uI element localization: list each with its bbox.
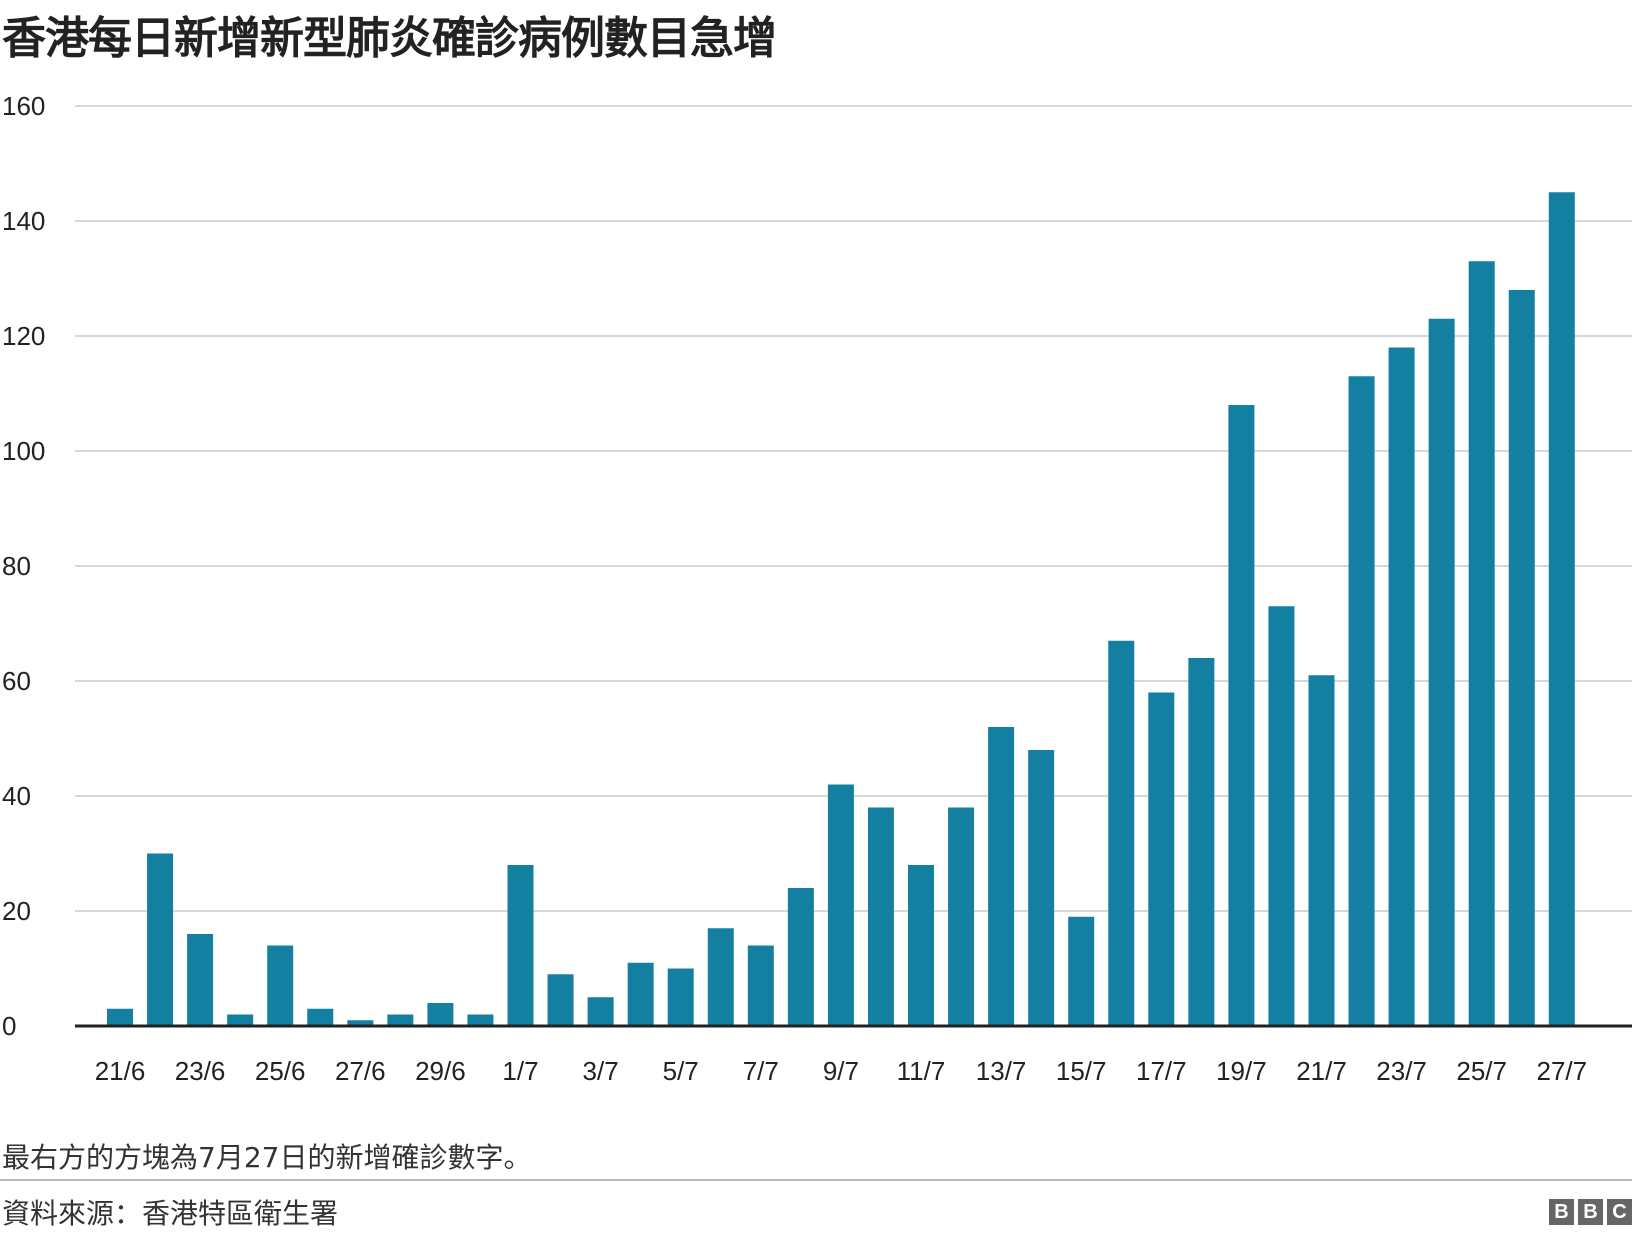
bar-27/6 (347, 1020, 374, 1026)
y-tick-label: 160 (2, 91, 45, 121)
chart-note: 最右方的方塊為7月27日的新增確診數字。 (2, 1141, 532, 1174)
x-tick-label: 19/7 (1216, 1056, 1267, 1086)
bar-4/7 (627, 962, 654, 1026)
y-tick-label: 60 (2, 666, 31, 696)
bar-24/6 (227, 1014, 254, 1026)
x-tick-label: 29/6 (415, 1056, 466, 1086)
bars (107, 192, 1575, 1026)
x-tick-label: 15/7 (1056, 1056, 1107, 1086)
y-axis-labels: 0 20 40 60 80 100 120 140 160 (2, 91, 45, 1041)
x-tick-label: 27/6 (335, 1056, 386, 1086)
y-tick-label: 0 (2, 1011, 16, 1041)
bar-23/7 (1388, 347, 1415, 1026)
bar-14/7 (1028, 750, 1055, 1026)
bar-21/6 (107, 1008, 133, 1026)
x-tick-label: 25/6 (255, 1056, 306, 1086)
bbc-logo: B B C (1549, 1199, 1632, 1225)
bar-15/7 (1068, 916, 1095, 1026)
y-tick-label: 80 (2, 551, 31, 581)
x-tick-label: 11/7 (897, 1056, 946, 1086)
bar-6/7 (707, 928, 734, 1026)
y-tick-label: 140 (2, 206, 45, 236)
bar-26/6 (307, 1008, 334, 1026)
bar-20/7 (1268, 606, 1295, 1026)
x-axis-labels: 21/6 23/6 25/6 27/6 29/6 1/7 3/7 5/7 7/7 9/7 11/7 1… (95, 1056, 1587, 1086)
bar-10/7 (867, 807, 894, 1026)
bar-7/7 (747, 945, 774, 1026)
x-tick-label: 27/7 (1536, 1056, 1587, 1086)
bar-8/7 (787, 888, 814, 1026)
bar-22/7 (1348, 376, 1375, 1026)
bar-2/7 (547, 974, 574, 1026)
x-tick-label: 13/7 (976, 1056, 1027, 1086)
y-tick-label: 40 (2, 781, 31, 811)
bar-chart: 0 20 40 60 80 100 120 140 160 21/6 23/6 25/6 27/6 29… (2, 91, 1632, 1086)
chart-title: 香港每日新增新型肺炎確診病例數目急增 (2, 13, 777, 64)
bar-13/7 (988, 727, 1015, 1026)
bar-28/6 (387, 1014, 414, 1026)
x-tick-label: 7/7 (743, 1056, 779, 1086)
bar-3/7 (587, 997, 614, 1026)
x-tick-label: 1/7 (502, 1056, 538, 1086)
y-tick-label: 100 (2, 436, 45, 466)
bar-18/7 (1188, 658, 1215, 1026)
y-tick-label: 20 (2, 896, 31, 926)
x-tick-label: 21/7 (1296, 1056, 1347, 1086)
bar-27/7 (1548, 192, 1575, 1026)
logo-letter: C (1607, 1199, 1632, 1225)
x-tick-label: 17/7 (1136, 1056, 1187, 1086)
logo-letter: B (1549, 1199, 1574, 1225)
bar-22/6 (147, 853, 174, 1026)
bar-11/7 (908, 865, 934, 1026)
bar-5/7 (667, 968, 694, 1026)
footer-divider (0, 1179, 1632, 1181)
x-tick-label: 9/7 (823, 1056, 859, 1086)
bar-24/7 (1428, 318, 1455, 1026)
source-text: 資料來源：香港特區衛生署 (2, 1197, 339, 1230)
bar-9/7 (827, 784, 854, 1026)
bar-26/7 (1508, 290, 1535, 1026)
bar-30/6 (467, 1014, 494, 1026)
x-tick-label: 3/7 (583, 1056, 619, 1086)
bar-25/6 (267, 945, 294, 1026)
bar-29/6 (427, 1003, 454, 1026)
x-tick-label: 23/7 (1376, 1056, 1427, 1086)
bar-1/7 (507, 865, 534, 1026)
x-tick-label: 23/6 (175, 1056, 226, 1086)
y-tick-label: 120 (2, 321, 45, 351)
x-tick-label: 25/7 (1456, 1056, 1507, 1086)
bar-21/7 (1308, 675, 1335, 1026)
bar-23/6 (187, 934, 214, 1026)
logo-letter: B (1578, 1199, 1603, 1225)
bar-17/7 (1148, 692, 1175, 1026)
x-tick-label: 5/7 (663, 1056, 699, 1086)
bar-16/7 (1108, 640, 1135, 1026)
bar-12/7 (948, 807, 975, 1026)
bar-25/7 (1468, 261, 1495, 1026)
x-tick-label: 21/6 (95, 1056, 146, 1086)
bar-19/7 (1228, 405, 1255, 1026)
